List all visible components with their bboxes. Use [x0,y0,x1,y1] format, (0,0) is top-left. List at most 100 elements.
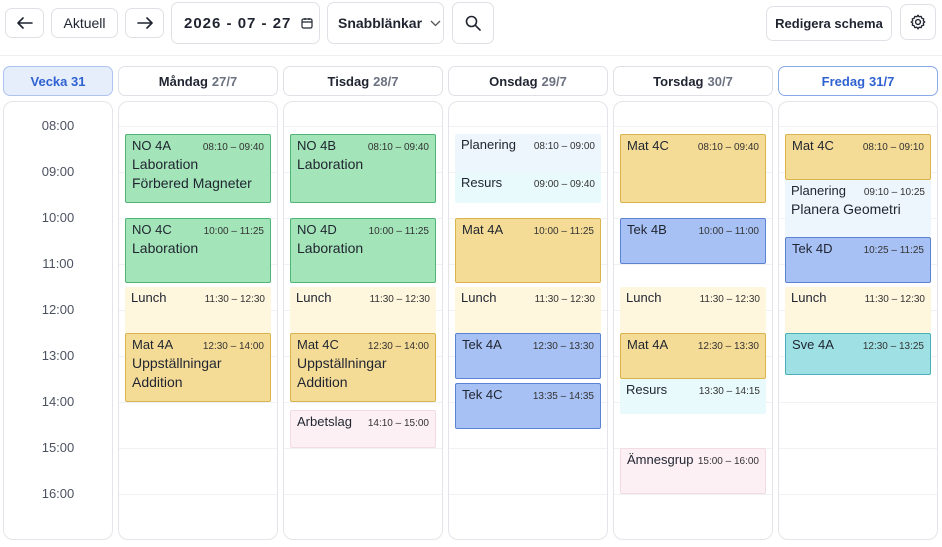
time-label: 13:00 [41,348,75,363]
day-date: 27/7 [211,73,238,89]
event-title: Planering [461,136,516,152]
schedule-event[interactable]: Tek 4B 10:00 – 11:00 [620,218,766,264]
event-time: 12:30 – 14:00 [367,341,429,352]
event-title: Lunch [296,290,332,305]
day-name: Tisdag [327,73,370,89]
schedule-event[interactable]: Mat 4A 12:30 – 13:30 [620,333,766,379]
day-name: Fredag [821,73,866,89]
event-description: Förbered Magneter [132,174,252,191]
event-time: 12:30 – 13:30 [532,341,594,352]
today-button[interactable]: Aktuell [51,8,118,38]
event-time: 12:30 – 13:30 [697,341,759,352]
schedule-event[interactable]: Planering 09:10 – 10:25 Planera Geometri [785,179,931,238]
schedule-event[interactable]: Ämnesgrup 15:00 – 16:00 [620,448,766,494]
day-header-friday[interactable]: Fredag 31/7 [778,66,938,96]
event-time: 14:10 – 15:00 [367,417,429,429]
schedule-event[interactable]: Lunch 11:30 – 12:30 [290,287,436,333]
schedule-event[interactable]: Mat 4A 12:30 – 14:00 Uppställningar Additio… [125,333,271,402]
schedule-event[interactable]: Lunch 11:30 – 12:30 [125,287,271,333]
day-date: 31/7 [869,73,895,89]
schedule-event[interactable]: Mat 4C 12:30 – 14:00 Uppställningar Additio… [290,333,436,402]
event-time: 11:30 – 12:30 [534,294,595,305]
schedule-event[interactable]: NO 4A 08:10 – 09:40 Laboration Förbered Mag… [125,133,271,203]
event-title: Planering [791,182,846,198]
settings-button[interactable] [900,4,936,40]
event-time: 10:00 – 11:00 [698,226,759,237]
time-label: 10:00 [41,210,75,225]
schedule-event[interactable]: Planering 08:10 – 09:00 [455,133,601,172]
schedule-event[interactable]: Mat 4C 08:10 – 09:10 [785,133,931,180]
day-header-tuesday[interactable]: Tisdag 28/7 [283,66,443,96]
day-column-thursday[interactable]: Mat 4C 08:10 – 09:40 Tek 4B 10:00 – 11:00 Lu… [613,101,773,540]
event-time: 10:00 – 11:25 [203,226,264,237]
event-title: Mat 4C [792,137,834,153]
quicklinks-dropdown[interactable]: Snabblänkar [327,2,444,44]
day-column-monday[interactable]: NO 4A 08:10 – 09:40 Laboration Förbered Mag… [118,101,278,540]
event-description: Laboration [297,155,364,172]
day-date: 29/7 [541,73,567,89]
day-header-wednesday[interactable]: Onsdag 29/7 [448,66,608,96]
schedule-event[interactable]: NO 4D 10:00 – 11:25 Laboration [290,218,436,284]
event-title: Tek 4B [627,222,667,237]
event-title: NO 4D [297,222,337,237]
schedule-event[interactable]: Lunch 11:30 – 12:30 [455,287,601,333]
back-button[interactable] [5,8,44,38]
event-time: 10:00 – 11:25 [533,226,594,237]
event-time: 09:00 – 09:40 [533,179,595,190]
arrow-left-icon [16,17,33,29]
search-button[interactable] [452,2,494,44]
schedule-event[interactable]: NO 4C 10:00 – 11:25 Laboration [125,218,271,284]
hour-gridline [284,448,442,449]
schedule-event[interactable]: Lunch 11:30 – 12:30 [785,287,931,333]
hour-gridline [284,402,442,403]
date-picker[interactable]: 2026 - 07 - 27 [171,2,320,44]
hour-gridline [614,494,772,495]
event-description: Uppställningar [132,355,222,371]
event-title: Lunch [461,290,497,305]
time-label: 12:00 [41,302,75,317]
event-time: 10:00 – 11:25 [368,226,429,237]
event-title: Arbetslag [297,413,352,429]
event-title: Mat 4A [627,337,669,352]
chevron-down-icon [430,20,441,26]
day-column-tuesday[interactable]: NO 4B 08:10 – 09:40 Laboration NO 4D 10:00 –… [283,101,443,540]
schedule-event[interactable]: Tek 4D 10:25 – 11:25 [785,237,931,284]
event-time: 08:10 – 09:40 [697,141,759,153]
schedule-event[interactable]: Mat 4A 10:00 – 11:25 [455,218,601,284]
event-title: Tek 4A [462,337,502,352]
calendar-icon [301,18,314,29]
schedule-event[interactable]: Sve 4A 12:30 – 13:25 [785,333,931,376]
schedule-event[interactable]: Mat 4C 08:10 – 09:40 [620,133,766,203]
schedule-event[interactable]: Lunch 11:30 – 12:30 [620,287,766,333]
day-column-wednesday[interactable]: Planering 08:10 – 09:00 Resurs 09:00 – 09:4… [448,101,608,540]
day-column-friday[interactable]: Mat 4C 08:10 – 09:10 Planering 09:10 – 10:2… [778,101,938,540]
toolbar-divider [0,55,942,56]
event-description: Addition [132,374,183,390]
event-title: Ämnesgrup [627,452,694,467]
event-time: 13:35 – 14:35 [532,390,594,402]
time-column: 08:00 09:00 10:00 11:00 12:00 13:00 14:00 15:00… [3,101,113,540]
event-title: Resurs [626,382,668,397]
event-title: Mat 4A [462,222,504,237]
schedule-event[interactable]: Tek 4A 12:30 – 13:30 [455,333,601,379]
schedule-event[interactable]: Tek 4C 13:35 – 14:35 [455,382,601,429]
event-title: Sve 4A [792,337,834,352]
day-header-thursday[interactable]: Torsdag 30/7 [613,66,773,96]
schedule-event[interactable]: NO 4B 08:10 – 09:40 Laboration [290,133,436,203]
event-time: 11:30 – 12:30 [864,294,925,305]
day-header-monday[interactable]: Måndag 27/7 [118,66,278,96]
day-name: Måndag [158,73,208,89]
arrow-right-icon [136,17,153,29]
schedule-event[interactable]: Resurs 09:00 – 09:40 [455,172,601,203]
event-time: 11:30 – 12:30 [204,294,265,305]
date-value: 2026 - 07 - 27 [184,14,292,32]
edit-schedule-button[interactable]: Redigera schema [766,6,892,41]
event-title: NO 4C [132,222,172,237]
event-title: Tek 4D [792,241,833,257]
forward-button[interactable] [125,8,164,38]
schedule-event[interactable]: Resurs 13:30 – 14:15 [620,379,766,414]
event-title: NO 4A [132,137,172,153]
time-label: 16:00 [41,486,75,501]
event-time: 12:30 – 14:00 [202,341,264,352]
schedule-event[interactable]: Arbetslag 14:10 – 15:00 [290,409,436,448]
